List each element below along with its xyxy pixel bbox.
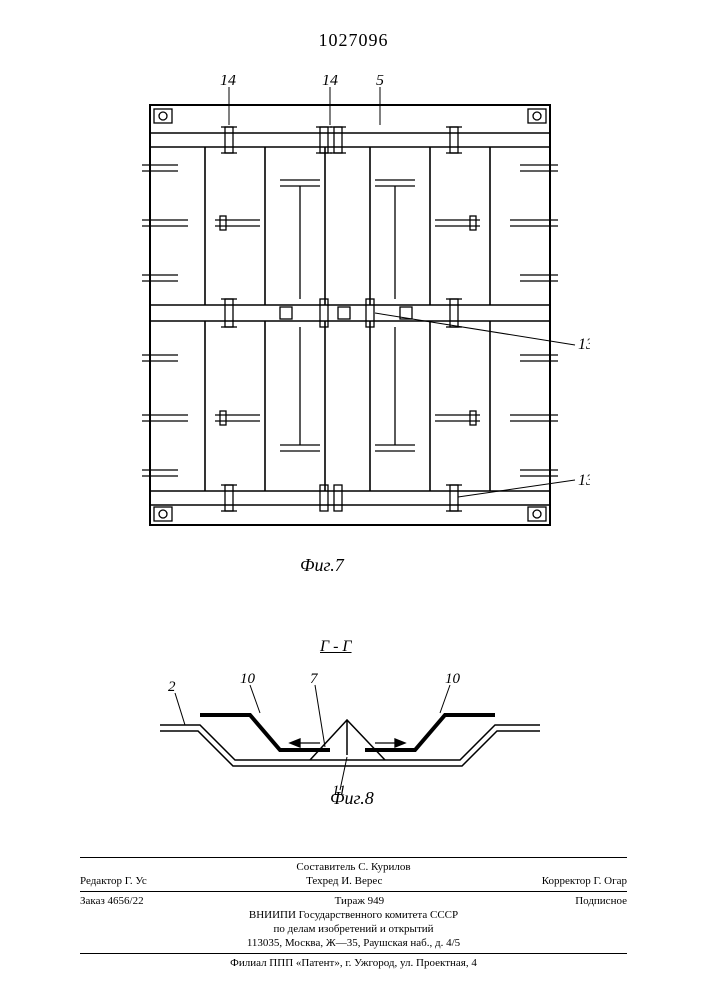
page: 1027096 xyxy=(0,0,707,1000)
fig8-caption: Фиг.8 xyxy=(330,788,374,809)
footer-org1: ВНИИПИ Государственного комитета СССР xyxy=(80,908,627,922)
footer-block: Составитель С. Курилов Редактор Г. Ус Те… xyxy=(80,855,627,970)
footer-compiler: Составитель С. Курилов xyxy=(80,860,627,874)
footer-tirazh: Тираж 949 xyxy=(335,894,385,908)
leaders xyxy=(229,87,575,497)
footer-addr1: 113035, Москва, Ж—35, Раушская наб., д. … xyxy=(80,936,627,950)
footer-corrector: Корректор Г. Огар xyxy=(542,874,627,888)
figure-7: 14 14 5 13 13 xyxy=(120,75,590,570)
label-2: 2 xyxy=(168,679,176,695)
label-10a: 10 xyxy=(240,671,256,687)
label-13b: 13 xyxy=(578,472,590,489)
section-label: Г - Г xyxy=(320,638,352,656)
footer-techred: Техред И. Верес xyxy=(306,874,382,888)
fig7-caption: Фиг.7 xyxy=(300,555,344,576)
footer-org2: по делам изобретений и открытий xyxy=(80,922,627,936)
footer-addr2: Филиал ППП «Патент», г. Ужгород, ул. Про… xyxy=(80,956,627,970)
footer-editor: Редактор Г. Ус xyxy=(80,874,147,888)
label-13a: 13 xyxy=(578,336,590,353)
label-7: 7 xyxy=(310,671,319,687)
footer-subscription: Подписное xyxy=(575,894,627,908)
label-14a: 14 xyxy=(220,75,236,89)
figure-8: 2 10 7 10 11 xyxy=(140,655,560,795)
band-connectors xyxy=(221,127,462,511)
label-5: 5 xyxy=(376,75,384,89)
label-14b: 14 xyxy=(322,75,338,89)
footer-order: Заказ 4656/22 xyxy=(80,894,144,908)
document-number: 1027096 xyxy=(0,30,707,51)
label-10b: 10 xyxy=(445,671,461,687)
